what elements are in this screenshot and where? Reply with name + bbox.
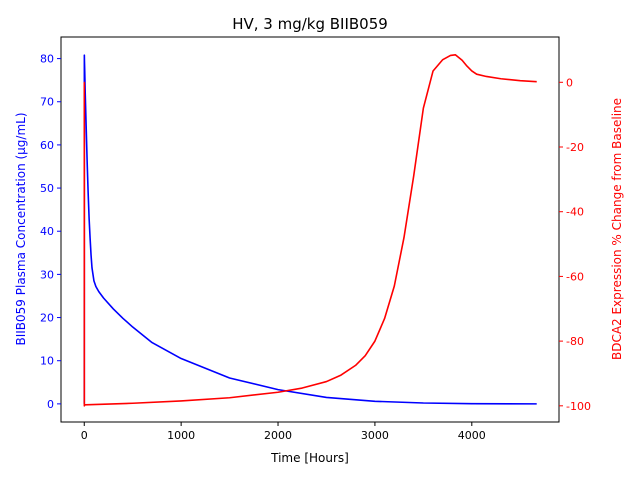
left-y-tick-label: 0 — [47, 398, 54, 411]
right-y-tick-label: -60 — [566, 270, 584, 283]
x-tick-label: 1000 — [167, 429, 195, 442]
left-y-tick-label: 60 — [40, 139, 54, 152]
x-tick-label: 2000 — [264, 429, 292, 442]
left-y-tick-label: 10 — [40, 355, 54, 368]
left-y-tick-label: 40 — [40, 225, 54, 238]
plasma-concentration-line — [83, 54, 537, 405]
x-tick-label: 0 — [81, 429, 88, 442]
chart-title: HV, 3 mg/kg BIIB059 — [232, 15, 388, 33]
right-y-tick-label: -20 — [566, 141, 584, 154]
bdca2-expression-line — [83, 53, 537, 407]
left-y-tick-label: 20 — [40, 312, 54, 325]
right-y-axis-label: BDCA2 Expression % Change from Baseline — [610, 98, 624, 360]
left-y-tick-label: 50 — [40, 182, 54, 195]
right-y-tick-label: -40 — [566, 206, 584, 219]
left-y-tick-label: 30 — [40, 268, 54, 281]
right-y-tick-label: -100 — [566, 400, 591, 413]
right-y-axis: -100 -80 -60 -40 -20 0 — [559, 76, 591, 413]
x-tick-label: 3000 — [361, 429, 389, 442]
x-axis: 0 1000 2000 3000 4000 — [81, 422, 486, 442]
left-y-tick-label: 70 — [40, 96, 54, 109]
left-y-axis-label: BIIB059 Plasma Concentration (µg/mL) — [14, 112, 28, 345]
x-axis-label: Time [Hours] — [270, 451, 349, 465]
left-y-axis: 0 10 20 30 40 50 60 70 80 — [40, 53, 61, 411]
x-tick-label: 4000 — [458, 429, 486, 442]
series-layer — [83, 53, 537, 407]
right-y-tick-label: -80 — [566, 335, 584, 348]
plot-frame — [60, 36, 560, 423]
left-y-tick-label: 80 — [40, 53, 54, 66]
right-y-tick-label: 0 — [566, 76, 573, 89]
